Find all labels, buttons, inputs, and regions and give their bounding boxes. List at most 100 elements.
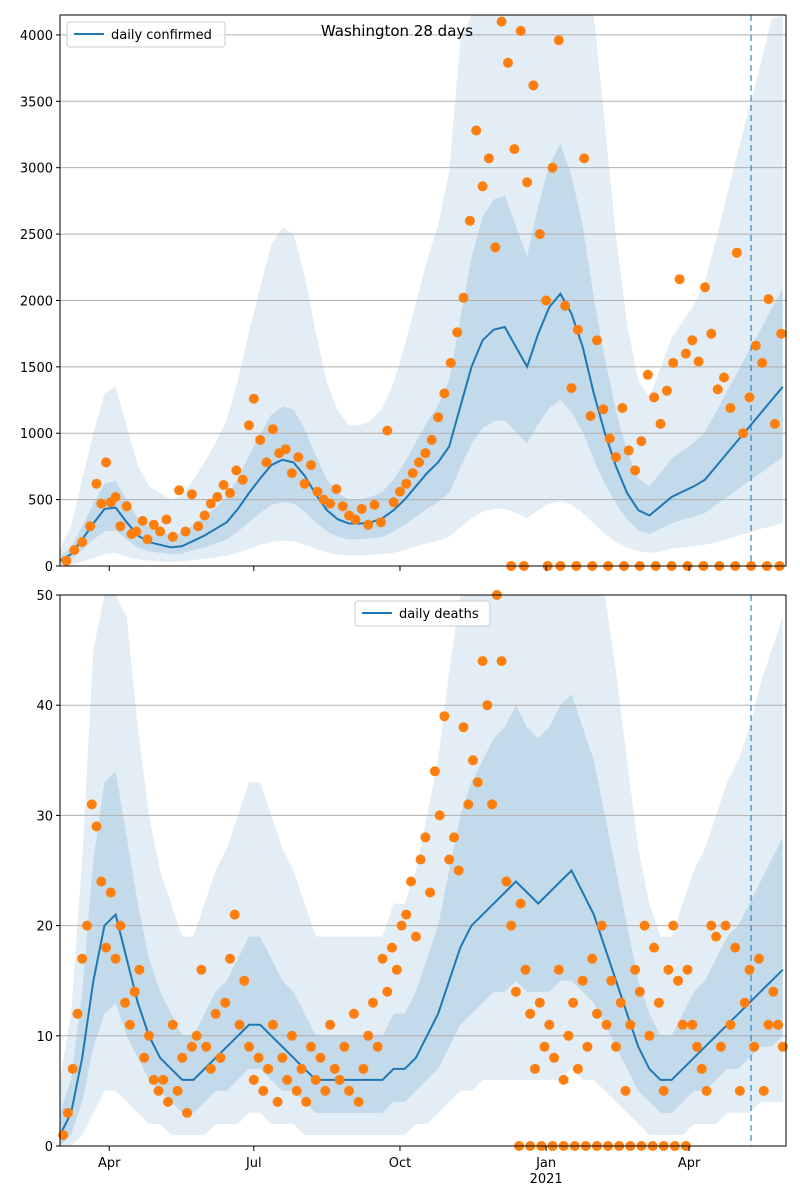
deaths-data-point xyxy=(720,920,731,931)
deaths-data-point xyxy=(634,986,645,997)
confirmed-data-point xyxy=(205,498,216,509)
confirmed-data-point xyxy=(566,383,577,394)
deaths-data-point xyxy=(611,1041,621,1052)
confirmed-data-point xyxy=(121,501,132,512)
confirmed-data-point xyxy=(395,486,405,497)
deaths-data-point xyxy=(244,1041,254,1052)
confirmed-data-point xyxy=(560,300,571,311)
confirmed-y-tick-label: 3000 xyxy=(20,162,53,177)
deaths-data-point xyxy=(234,1019,245,1030)
confirmed-data-point xyxy=(750,340,761,351)
deaths-data-point xyxy=(530,1063,540,1074)
confirmed-data-point xyxy=(706,328,717,339)
confirmed-data-point xyxy=(604,433,615,444)
deaths-data-point xyxy=(344,1085,355,1096)
deaths-data-point xyxy=(496,656,507,667)
confirmed-data-point xyxy=(503,57,513,68)
deaths-data-point xyxy=(91,821,102,832)
deaths-data-point xyxy=(558,1074,569,1085)
confirmed-data-point xyxy=(115,521,126,532)
confirmed-data-point xyxy=(331,484,342,494)
deaths-data-point xyxy=(82,920,92,931)
deaths-data-point xyxy=(239,975,250,986)
deaths-data-point xyxy=(687,1019,698,1030)
deaths-data-point xyxy=(358,1063,369,1074)
deaths-data-point xyxy=(444,854,455,865)
x-tick-label: Jan xyxy=(535,1156,556,1171)
confirmed-data-point xyxy=(244,420,254,431)
confirmed-data-point xyxy=(700,282,710,293)
deaths-data-point xyxy=(553,964,564,975)
confirmed-data-point xyxy=(547,162,558,173)
deaths-series-line xyxy=(59,868,784,1136)
deaths-data-point xyxy=(439,711,450,722)
confirmed-data-point xyxy=(356,503,367,514)
deaths-data-point xyxy=(396,920,407,931)
deaths-data-point xyxy=(368,997,378,1008)
confirmed-data-point xyxy=(579,153,590,164)
deaths-data-point xyxy=(510,986,521,997)
deaths-data-point xyxy=(453,865,464,876)
confirmed-data-point xyxy=(623,445,634,456)
deaths-y-tick-label: 30 xyxy=(36,809,53,824)
deaths-data-point xyxy=(620,1085,631,1096)
confirmed-data-point xyxy=(744,392,755,403)
deaths-data-point xyxy=(692,1041,702,1052)
deaths-y-tick-label: 0 xyxy=(45,1140,53,1155)
confirmed-data-point xyxy=(137,515,148,526)
confirmed-data-point xyxy=(471,125,482,136)
confirmed-y-tick-label: 1500 xyxy=(20,361,53,376)
deaths-data-point xyxy=(420,832,431,843)
deaths-data-point xyxy=(744,964,755,975)
deaths-data-point xyxy=(596,920,607,931)
deaths-band-outer xyxy=(60,595,783,1146)
confirmed-data-point xyxy=(414,457,424,468)
deaths-data-point xyxy=(625,1019,636,1030)
deaths-data-point xyxy=(267,1019,278,1030)
deaths-data-point xyxy=(549,1052,560,1063)
deaths-data-point xyxy=(725,1019,736,1030)
confirmed-data-point xyxy=(661,385,672,396)
deaths-data-point xyxy=(210,1008,221,1019)
deaths-data-point xyxy=(754,953,764,964)
confirmed-data-point xyxy=(218,480,229,490)
deaths-data-point xyxy=(706,920,717,931)
deaths-data-point xyxy=(601,1019,612,1030)
confirmed-data-point xyxy=(388,497,399,508)
confirmed-x-ticks xyxy=(108,566,690,571)
confirmed-legend: daily confirmed xyxy=(66,21,226,48)
confirmed-data-point xyxy=(375,517,386,528)
deaths-data-point xyxy=(215,1052,226,1063)
confirmed-data-point xyxy=(725,403,736,413)
deaths-data-point xyxy=(434,810,445,821)
confirmed-data-point xyxy=(674,274,685,285)
deaths-data-point xyxy=(353,1096,364,1107)
confirmed-data-point xyxy=(248,393,259,404)
deaths-data-point xyxy=(472,777,483,788)
confirmed-data-point xyxy=(439,388,450,399)
confirmed-data-point xyxy=(96,498,107,509)
confirmed-data-point xyxy=(267,424,278,435)
deaths-data-point xyxy=(229,909,240,920)
confirmed-y-tick-label: 2000 xyxy=(20,294,53,309)
confirmed-data-point xyxy=(382,425,393,436)
confirmed-data-point xyxy=(212,492,223,502)
deaths-data-point xyxy=(630,964,641,975)
deaths-data-point xyxy=(348,1008,359,1019)
confirmed-data-point xyxy=(148,519,159,530)
confirmed-data-point xyxy=(649,392,660,403)
deaths-data-point xyxy=(258,1085,269,1096)
deaths-data-point xyxy=(777,1041,788,1052)
deaths-data-point xyxy=(177,1052,188,1063)
confirmed-data-point xyxy=(598,404,609,415)
confirmed-y-axis: 0 500 1000 1500 2000 2500 3000 3500 4000 xyxy=(20,29,60,575)
deaths-data-point xyxy=(587,953,598,964)
deaths-data-point xyxy=(682,964,693,975)
deaths-data-point xyxy=(715,1041,726,1052)
confirmed-data-point xyxy=(110,492,121,502)
confirmed-data-point xyxy=(757,357,768,368)
deaths-data-point xyxy=(487,799,498,810)
confirmed-y-tick-label: 4000 xyxy=(20,29,53,44)
